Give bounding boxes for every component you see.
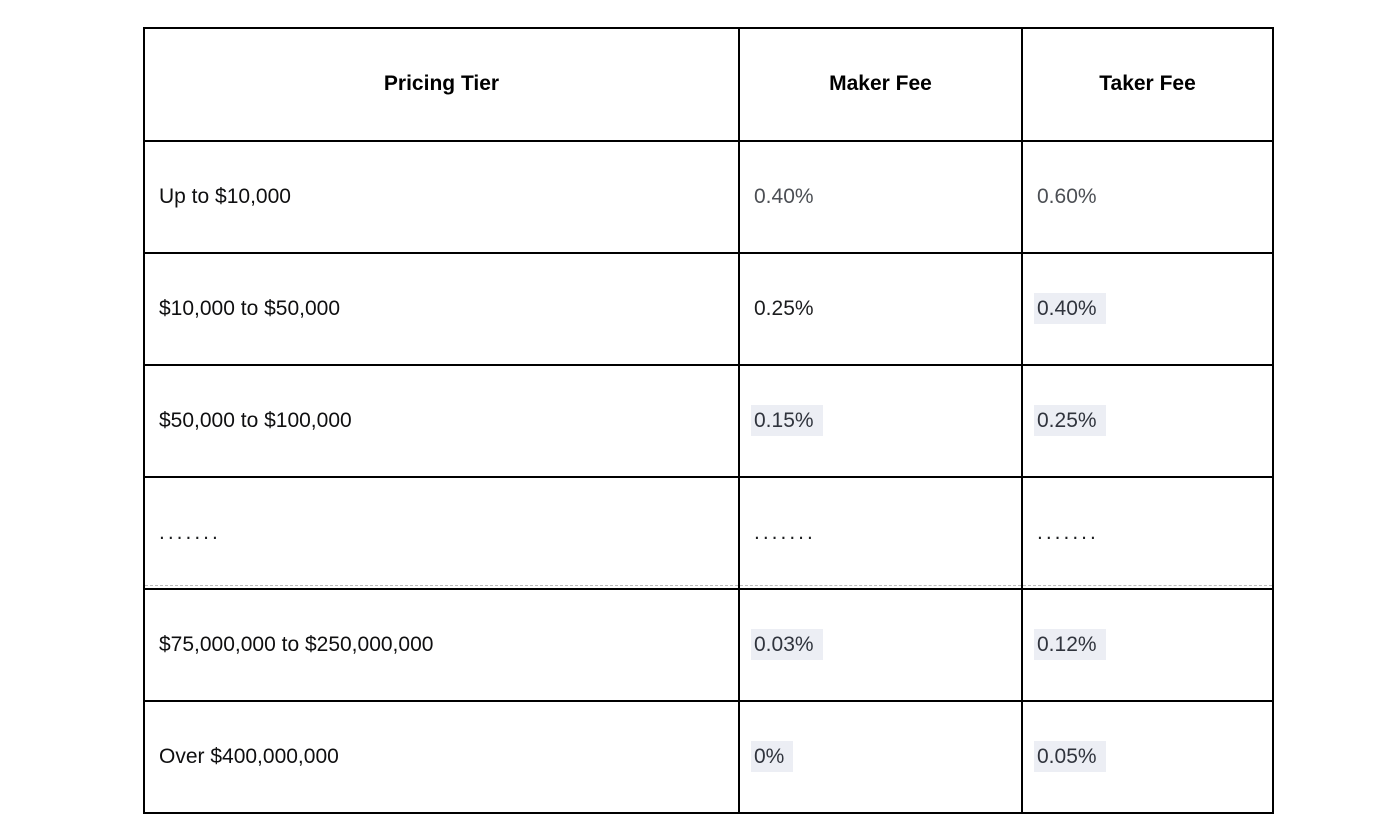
maker-fee-cell: 0.25% [738, 252, 1023, 366]
taker-fee-cell: 0.05% [1021, 700, 1274, 814]
maker-fee-value: ....... [754, 520, 816, 544]
taker-fee-header: Taker Fee [1021, 27, 1274, 142]
table-row: Over $400,000,000 0% 0.05% [143, 700, 1274, 814]
table-row-ellipsis: ....... ....... ....... [143, 476, 1274, 590]
taker-fee-value: 0.25% [1034, 404, 1106, 436]
maker-fee-value: 0% [751, 740, 794, 772]
table-row: $50,000 to $100,000 0.15% 0.25% [143, 364, 1274, 478]
tier-label: ....... [159, 520, 221, 544]
tier-cell: Over $400,000,000 [143, 700, 740, 814]
taker-fee-cell: ....... [1021, 476, 1274, 590]
tier-cell: $10,000 to $50,000 [143, 252, 740, 366]
tier-cell: ....... [143, 476, 740, 590]
table-header-row: Pricing Tier Maker Fee Taker Fee [143, 27, 1274, 142]
taker-fee-cell: 0.60% [1021, 140, 1274, 254]
maker-fee-cell: ....... [738, 476, 1023, 590]
maker-fee-cell: 0.40% [738, 140, 1023, 254]
tier-label: $75,000,000 to $250,000,000 [159, 632, 434, 656]
pricing-tier-header: Pricing Tier [143, 27, 740, 142]
taker-fee-cell: 0.12% [1021, 588, 1274, 702]
maker-fee-value: 0.15% [751, 404, 823, 436]
taker-fee-value: 0.12% [1034, 628, 1106, 660]
maker-fee-cell: 0.03% [738, 588, 1023, 702]
maker-fee-value: 0.03% [751, 628, 823, 660]
table-row: Up to $10,000 0.40% 0.60% [143, 140, 1274, 254]
taker-fee-value: ....... [1037, 520, 1099, 544]
taker-fee-value: 0.60% [1037, 184, 1097, 208]
tier-label: $50,000 to $100,000 [159, 408, 352, 432]
tier-cell: $75,000,000 to $250,000,000 [143, 588, 740, 702]
maker-fee-cell: 0% [738, 700, 1023, 814]
tier-label: $10,000 to $50,000 [159, 296, 341, 320]
taker-fee-cell: 0.25% [1021, 364, 1274, 478]
taker-fee-value: 0.40% [1034, 292, 1106, 324]
tier-label: Up to $10,000 [159, 184, 291, 208]
table-row: $75,000,000 to $250,000,000 0.03% 0.12% [143, 588, 1274, 702]
tier-cell: Up to $10,000 [143, 140, 740, 254]
pricing-fee-table: Pricing Tier Maker Fee Taker Fee Up to $… [143, 27, 1274, 814]
maker-fee-value: 0.25% [754, 296, 814, 320]
table-row: $10,000 to $50,000 0.25% 0.40% [143, 252, 1274, 366]
taker-fee-value: 0.05% [1034, 740, 1106, 772]
taker-fee-cell: 0.40% [1021, 252, 1274, 366]
maker-fee-value: 0.40% [754, 184, 814, 208]
tier-label: Over $400,000,000 [159, 744, 339, 768]
tier-cell: $50,000 to $100,000 [143, 364, 740, 478]
maker-fee-header: Maker Fee [738, 27, 1023, 142]
maker-fee-cell: 0.15% [738, 364, 1023, 478]
